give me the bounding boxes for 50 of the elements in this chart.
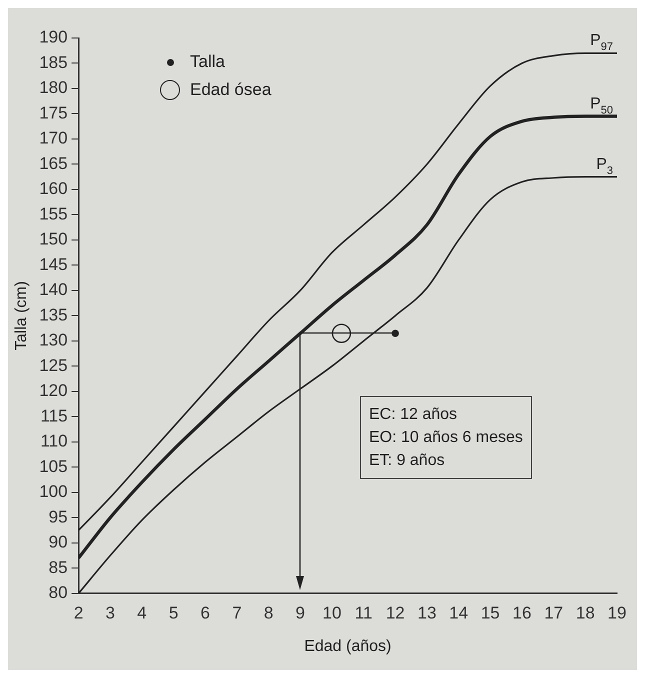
y-axis-title: Talla (cm) bbox=[13, 281, 30, 350]
y-tick-label: 135 bbox=[39, 305, 68, 324]
x-tick-label: 3 bbox=[106, 603, 115, 622]
line-series bbox=[78, 52, 617, 532]
x-tick-label: 4 bbox=[137, 603, 147, 622]
y-tick-label: 180 bbox=[39, 78, 68, 98]
y-tick-label: 85 bbox=[48, 558, 68, 577]
x-axis-title: Edad (años) bbox=[304, 638, 392, 655]
y-tick-label: 145 bbox=[39, 254, 68, 274]
y-tick-label: 130 bbox=[39, 330, 68, 350]
y-tick-label: 155 bbox=[39, 204, 68, 224]
annotation: ET: 9 años bbox=[369, 451, 446, 471]
line-series bbox=[78, 114, 617, 560]
annotation: EO: 10 años 6 meses bbox=[369, 428, 523, 448]
y-tick-label: 95 bbox=[48, 507, 68, 526]
x-tick-label: 11 bbox=[354, 603, 372, 622]
x-tick-label: 5 bbox=[168, 603, 178, 622]
x-tick-label: 6 bbox=[200, 603, 210, 622]
y-tick-label: 160 bbox=[39, 179, 68, 198]
y-tick-label: 125 bbox=[39, 356, 68, 375]
x-tick-label: 17 bbox=[544, 603, 564, 622]
y-tick-label: 105 bbox=[39, 456, 68, 476]
y-tick-label: 190 bbox=[39, 28, 68, 47]
x-tick-label: 15 bbox=[480, 603, 500, 622]
legend-label: Edad ósea bbox=[190, 79, 272, 101]
x-tick-label: 10 bbox=[322, 603, 342, 622]
x-tick-label: 13 bbox=[418, 603, 436, 622]
y-tick-label: 185 bbox=[39, 52, 68, 72]
x-tick-label: 18 bbox=[576, 603, 595, 622]
y-tick-label: 90 bbox=[48, 532, 68, 552]
legend-label: Talla bbox=[190, 51, 225, 73]
y-tick-label: 170 bbox=[39, 128, 68, 148]
y-tick-label: 115 bbox=[40, 406, 68, 426]
x-tick-label: 16 bbox=[512, 603, 532, 622]
y-tick-label: 175 bbox=[39, 103, 68, 122]
x-tick-label: 19 bbox=[608, 603, 626, 622]
y-tick-label: 165 bbox=[39, 154, 68, 173]
x-tick-label: 9 bbox=[296, 603, 306, 622]
x-tick-label: 2 bbox=[74, 603, 84, 622]
y-tick-label: 100 bbox=[39, 482, 68, 502]
y-tick-label: 140 bbox=[39, 280, 68, 300]
y-tick-label: 80 bbox=[48, 583, 68, 602]
x-tick-label: 7 bbox=[232, 603, 242, 622]
y-tick-label: 120 bbox=[39, 381, 68, 400]
x-tick-label: 12 bbox=[386, 603, 405, 622]
x-tick-label: 8 bbox=[264, 603, 274, 622]
x-tick-label: 14 bbox=[449, 603, 468, 622]
annotation: EC: 12 años bbox=[369, 405, 458, 425]
y-tick-label: 110 bbox=[40, 432, 68, 451]
y-tick-label: 150 bbox=[39, 230, 68, 249]
